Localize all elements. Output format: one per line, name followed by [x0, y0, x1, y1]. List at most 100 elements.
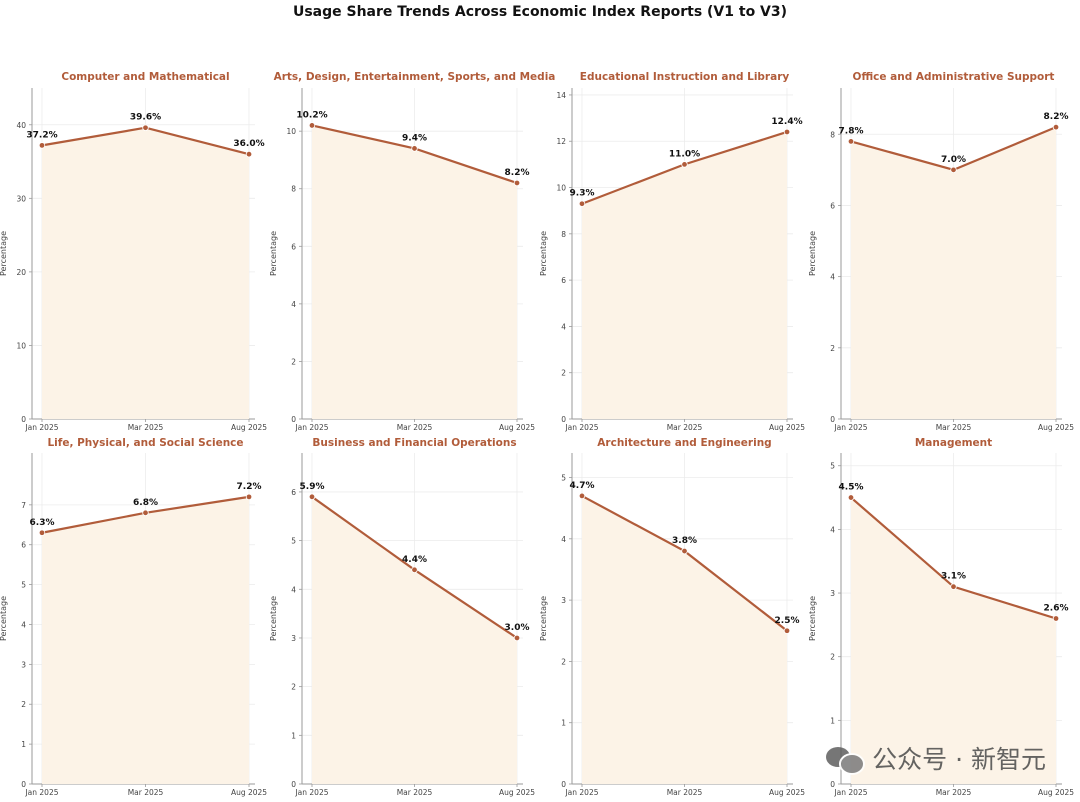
- xtick-label: Mar 2025: [667, 788, 703, 797]
- subplot-8: Management 0 1 2 3 4 5 Percentage 4.5% 3.1% 2.6% Ja…: [808, 437, 1074, 797]
- ytick-label: 5: [291, 537, 296, 546]
- subplot-title: Computer and Mathematical: [61, 71, 229, 83]
- y-axis-label: Percentage: [269, 596, 278, 641]
- xtick-label: Aug 2025: [231, 423, 267, 432]
- ytick-label: 2: [830, 653, 835, 662]
- subplot-title: Management: [915, 437, 992, 449]
- subplot-6: Business and Financial Operations 0 1 2 3 4 5 6…: [269, 437, 535, 797]
- data-point: [1052, 123, 1060, 131]
- area-fill: [42, 496, 249, 784]
- subplot-title: Business and Financial Operations: [312, 437, 516, 449]
- ytick-label: 2: [291, 683, 296, 692]
- xtick-label: Mar 2025: [128, 788, 164, 797]
- ytick-label: 2: [21, 700, 26, 709]
- ytick-label: 1: [21, 740, 26, 749]
- chart-title: Usage Share Trends Across Economic Index…: [292, 4, 788, 20]
- ytick-label: 6: [830, 201, 835, 210]
- data-point: [38, 142, 46, 149]
- xtick-label: Mar 2025: [936, 423, 972, 432]
- subplot-1: Computer and Mathematical 0 10 20 30 40 Percen…: [0, 71, 267, 432]
- ytick-label: 0: [561, 415, 566, 424]
- xtick-label: Jan 2025: [833, 423, 867, 432]
- area-fill: [582, 131, 787, 420]
- data-label: 7.8%: [839, 126, 864, 136]
- data-label: 2.6%: [1044, 604, 1069, 614]
- y-axis-label: Percentage: [539, 231, 548, 276]
- data-point: [847, 138, 855, 145]
- ytick-label: 4: [830, 273, 835, 282]
- ytick-label: 8: [830, 130, 835, 139]
- xtick-label: Mar 2025: [397, 788, 433, 797]
- data-point: [950, 583, 957, 590]
- ytick-label: 10: [556, 184, 566, 193]
- ytick-label: 3: [291, 634, 296, 643]
- ytick-label: 0: [830, 780, 835, 789]
- y-axis-label: Percentage: [0, 231, 8, 276]
- y-axis-label: Percentage: [808, 596, 817, 641]
- data-point: [513, 634, 521, 642]
- ytick-label: 8: [291, 185, 296, 194]
- data-label: 6.8%: [133, 498, 158, 508]
- ytick-label: 0: [291, 780, 296, 789]
- ytick-label: 6: [291, 488, 296, 497]
- data-point: [142, 509, 149, 517]
- ytick-label: 10: [286, 127, 296, 136]
- data-label: 4.5%: [839, 483, 864, 493]
- subplot-7: Architecture and Engineering 0 1 2 3 4 5 Percen…: [539, 437, 805, 797]
- wechat-icon: [826, 743, 866, 775]
- xtick-label: Aug 2025: [1038, 788, 1074, 797]
- ytick-label: 40: [16, 121, 26, 130]
- ytick-label: 4: [561, 322, 566, 331]
- data-label: 4.4%: [402, 555, 427, 565]
- subplot-title: Educational Instruction and Library: [580, 71, 790, 83]
- ytick-label: 12: [556, 137, 566, 146]
- data-label: 2.5%: [775, 616, 800, 626]
- data-point: [513, 179, 521, 187]
- xtick-label: Jan 2025: [833, 788, 867, 797]
- xtick-label: Mar 2025: [667, 423, 703, 432]
- data-point: [578, 200, 586, 207]
- xtick-label: Jan 2025: [294, 423, 328, 432]
- xtick-label: Jan 2025: [294, 788, 328, 797]
- xtick-label: Jan 2025: [564, 423, 598, 432]
- subplot-4: Office and Administrative Support 0 2 4 6 8 Pe…: [808, 71, 1074, 432]
- ytick-label: 14: [556, 91, 566, 100]
- subplot-title: Architecture and Engineering: [597, 437, 771, 449]
- data-label: 9.4%: [402, 133, 427, 143]
- data-point: [38, 529, 46, 536]
- ytick-label: 2: [291, 357, 296, 366]
- xtick-label: Jan 2025: [564, 788, 598, 797]
- data-point: [308, 122, 316, 129]
- area-fill: [851, 497, 1056, 784]
- y-axis-label: Percentage: [539, 596, 548, 641]
- data-label: 11.0%: [669, 149, 700, 159]
- data-point: [783, 627, 791, 634]
- y-axis-label: Percentage: [269, 231, 278, 276]
- ytick-label: 4: [291, 585, 296, 594]
- data-point: [1052, 615, 1060, 622]
- data-point: [950, 166, 957, 174]
- ytick-label: 1: [561, 719, 566, 728]
- ytick-label: 2: [561, 369, 566, 378]
- ytick-label: 6: [291, 242, 296, 251]
- ytick-label: 5: [21, 581, 26, 590]
- ytick-label: 5: [561, 474, 566, 483]
- watermark-text: 公众号 · 新智元: [872, 745, 1046, 774]
- data-label: 3.8%: [672, 536, 697, 546]
- data-label: 7.0%: [941, 155, 966, 165]
- ytick-label: 4: [561, 535, 566, 544]
- subplot-title: Life, Physical, and Social Science: [47, 437, 243, 449]
- data-label: 4.7%: [570, 481, 595, 491]
- data-label: 6.3%: [30, 518, 55, 528]
- ytick-label: 6: [21, 541, 26, 550]
- data-label: 39.6%: [130, 113, 161, 123]
- ytick-label: 4: [291, 300, 296, 309]
- xtick-label: Aug 2025: [1038, 423, 1074, 432]
- ytick-label: 0: [561, 780, 566, 789]
- data-label: 8.2%: [505, 168, 530, 178]
- data-label: 12.4%: [771, 117, 802, 127]
- xtick-label: Aug 2025: [499, 788, 535, 797]
- xtick-label: Aug 2025: [499, 423, 535, 432]
- watermark: 公众号 · 新智元: [826, 740, 1046, 776]
